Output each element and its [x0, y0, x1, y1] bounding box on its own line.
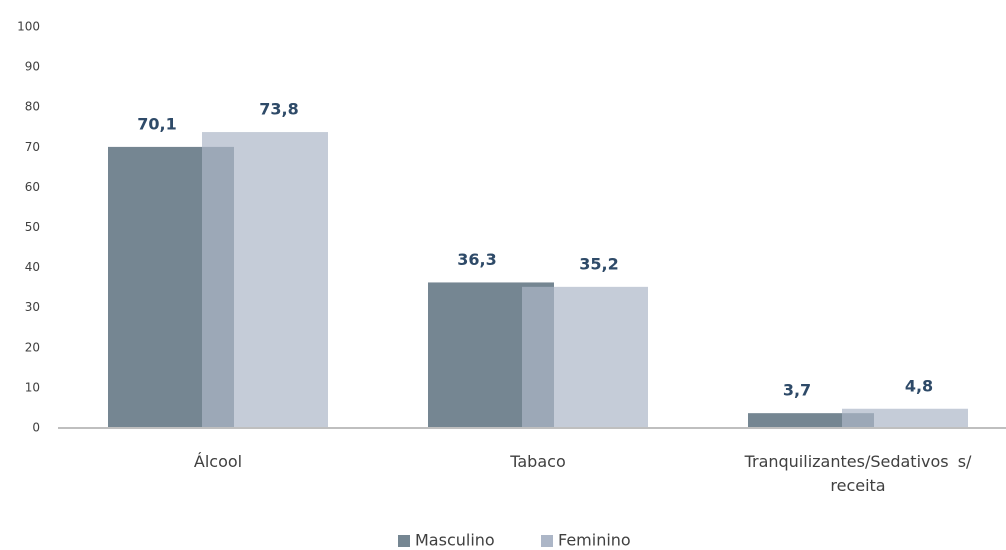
data-label: 70,1 — [137, 114, 176, 133]
x-tick-label: Tabaco — [510, 452, 566, 471]
y-tick-label: 80 — [25, 100, 40, 114]
legend: Masculino Feminino — [398, 531, 631, 550]
y-tick-label: 40 — [25, 260, 40, 274]
data-label: 73,8 — [259, 100, 298, 119]
y-tick-label: 90 — [25, 60, 40, 74]
y-tick-label: 70 — [25, 140, 40, 154]
y-tick-label: 20 — [25, 340, 40, 354]
legend-swatch — [398, 535, 410, 547]
data-label: 4,8 — [905, 376, 933, 395]
data-label: 35,2 — [579, 254, 618, 273]
bar — [522, 286, 648, 428]
x-tick-label: Álcool — [193, 452, 243, 471]
legend-label: Masculino — [415, 531, 495, 550]
data-label: 36,3 — [457, 250, 496, 269]
data-label: 3,7 — [783, 381, 811, 400]
bar — [842, 408, 968, 428]
x-tick-label: Tranquilizantes/Sedativos s/ receita — [744, 452, 972, 495]
y-tick-label: 50 — [25, 220, 40, 234]
y-tick-label: 100 — [17, 20, 40, 34]
y-tick-label: 60 — [25, 180, 40, 194]
y-tick-label: 10 — [25, 380, 40, 394]
bar — [202, 132, 328, 428]
y-tick-label: 0 — [32, 421, 40, 435]
legend-swatch — [541, 535, 553, 547]
y-tick-label: 30 — [25, 300, 40, 314]
legend-label: Feminino — [558, 531, 631, 550]
